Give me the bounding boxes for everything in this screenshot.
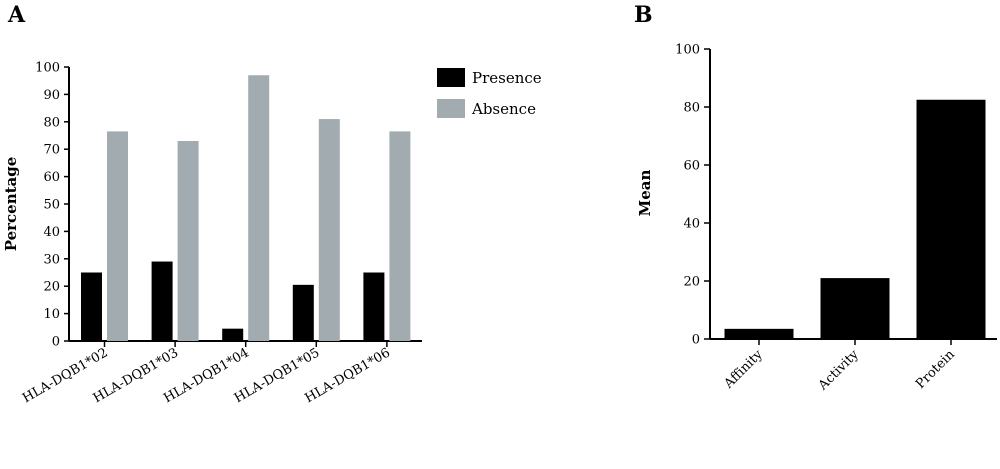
panel-a-y-tick-label: 20 <box>43 280 60 295</box>
panel-a-legend: Presence Absence <box>437 68 542 118</box>
panel-b-y-tick-label: 60 <box>683 159 700 174</box>
panel-a-y-axis-label: Percentage <box>2 157 20 252</box>
panel-a-y-tick-label: 40 <box>43 225 60 240</box>
panel-a-bar-presence <box>292 284 314 341</box>
panel-a-axes: 0102030405060708090100HLA-DQB1*02HLA-DQB… <box>20 61 422 406</box>
panel-b-x-tick-label: Activity <box>815 347 862 394</box>
panel-a-y-tick-label: 10 <box>43 307 60 322</box>
panel-a-bars <box>81 75 411 341</box>
panel-a-y-tick-label: 60 <box>43 170 60 185</box>
panel-b-y-tick-label: 100 <box>675 43 700 58</box>
panel-a-legend-label-presence: Presence <box>472 69 542 87</box>
panel-b-bar-protein <box>916 99 986 339</box>
panel-b-y-tick-label: 40 <box>683 217 700 232</box>
panel-a-y-tick-label: 0 <box>52 335 60 350</box>
panel-a-y-tick-label: 100 <box>35 61 60 76</box>
panel-a-legend-swatch-absence <box>437 99 465 118</box>
panel-b-y-tick-label: 80 <box>683 101 700 116</box>
panel-a-bar-absence <box>318 119 340 341</box>
panel-a-bar-absence <box>177 140 199 341</box>
panel-a-y-tick-label: 80 <box>43 115 60 130</box>
panel-a-y-tick-label: 30 <box>43 252 60 267</box>
panel-a-y-tick-label: 50 <box>43 198 60 213</box>
panel-a-label: A <box>7 2 26 28</box>
panel-b-bars <box>724 99 986 339</box>
panel-a-y-tick-label: 90 <box>43 88 60 103</box>
panel-a-legend-swatch-presence <box>437 68 465 87</box>
panel-a-bar-presence <box>81 272 102 341</box>
panel-a-bar-absence <box>248 75 270 341</box>
panel-b-x-tick-label: Affinity <box>721 347 766 392</box>
panel-a-bar-presence <box>222 328 244 341</box>
panel-a-bar-presence <box>363 272 385 341</box>
panel-b-y-tick-label: 0 <box>692 333 700 348</box>
panel-b-label: B <box>634 2 653 28</box>
panel-a-y-tick-label: 70 <box>43 143 60 158</box>
panel-b-y-axis-label: Mean <box>636 170 654 217</box>
panel-a-bar-presence <box>151 261 173 341</box>
panel-b-bar-activity <box>820 278 890 339</box>
panel-a-bar-absence <box>389 131 411 341</box>
panel-a-bar-absence <box>107 131 128 341</box>
panel-b-y-tick-label: 20 <box>683 275 700 290</box>
panel-b: B Mean 0 20 40 60 80 100 Affinity Activity Prote… <box>634 2 997 394</box>
panel-b-bar-affinity <box>724 328 794 339</box>
panel-b-x-tick-label: Protein <box>913 347 958 392</box>
panel-a: A Percentage 0102030405060708090100HLA-D… <box>2 2 542 406</box>
panel-a-legend-label-absence: Absence <box>471 100 536 118</box>
